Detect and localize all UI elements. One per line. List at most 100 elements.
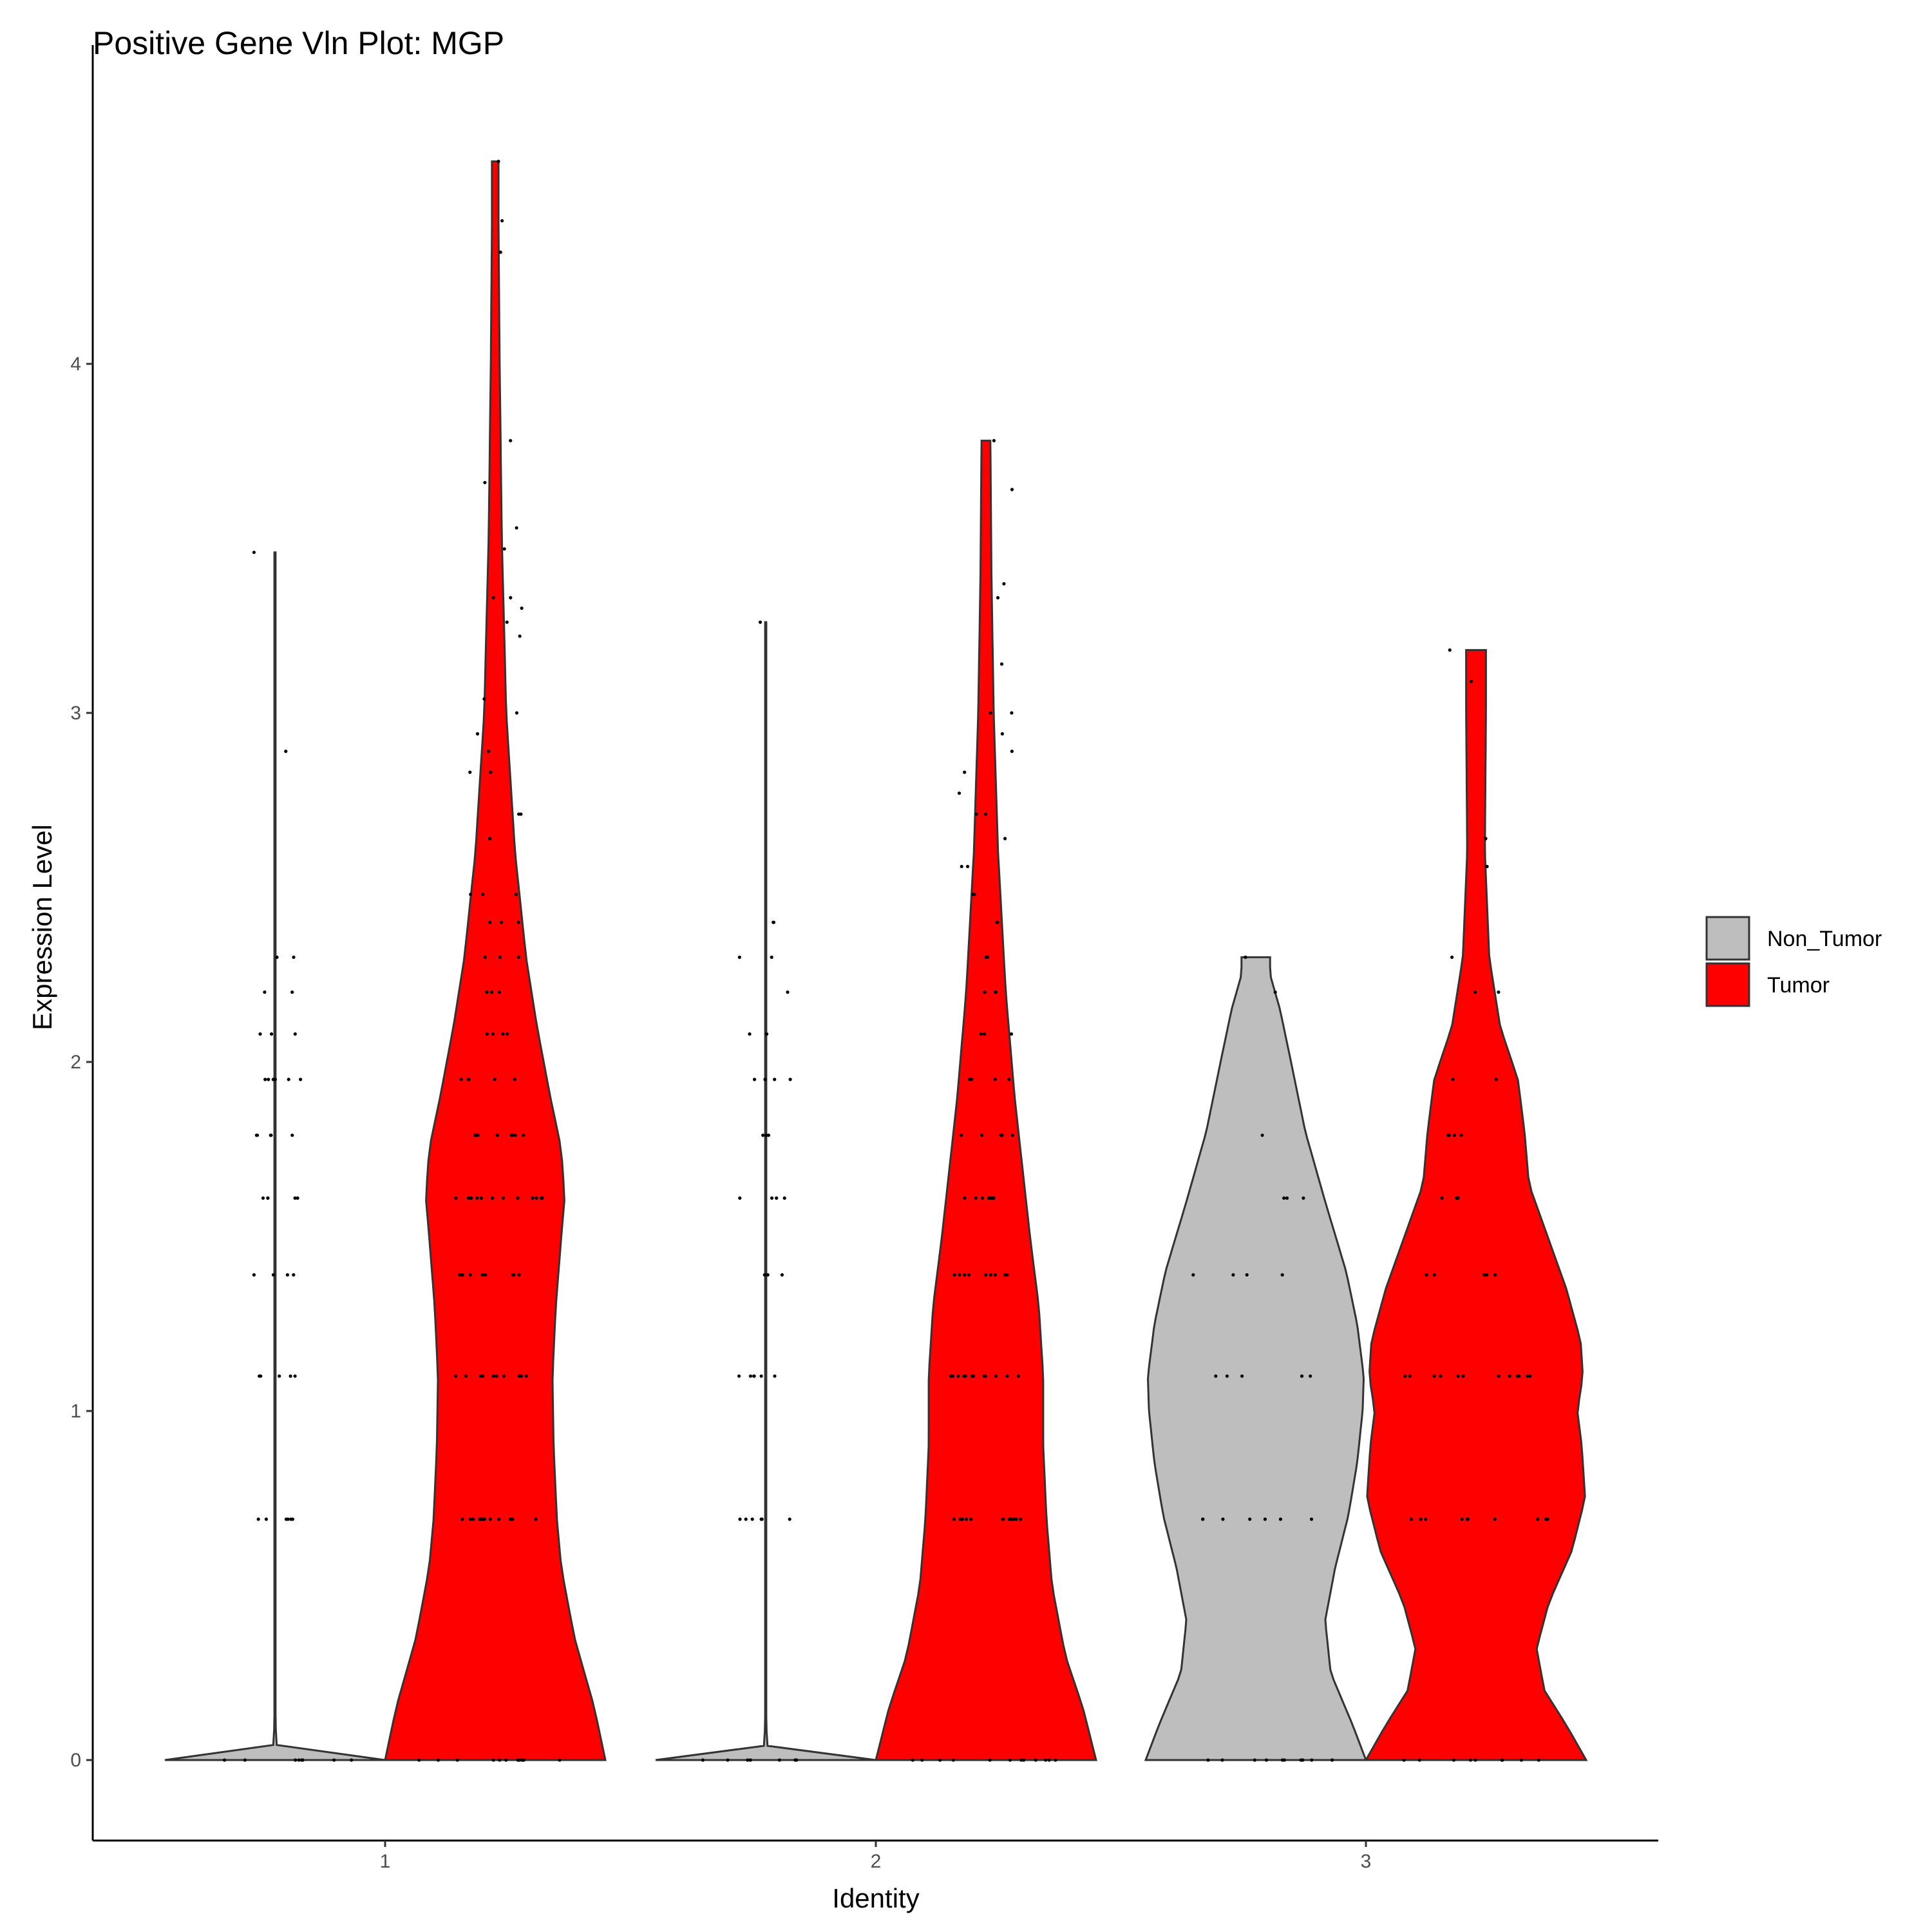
jitter-point xyxy=(292,955,296,959)
jitter-point xyxy=(1007,1077,1011,1081)
jitter-point xyxy=(502,1374,506,1378)
jitter-point xyxy=(786,990,790,994)
jitter-point xyxy=(491,596,495,600)
jitter-point xyxy=(1473,990,1477,994)
jitter-point xyxy=(473,1133,477,1137)
jitter-point xyxy=(479,1196,483,1200)
jitter-point xyxy=(761,1133,765,1137)
jitter-point xyxy=(1451,1077,1455,1081)
jitter-point xyxy=(299,1077,303,1081)
jitter-point xyxy=(511,1273,515,1277)
jitter-point xyxy=(484,1273,488,1277)
jitter-point xyxy=(293,1032,297,1036)
violin-tumor-3 xyxy=(1364,649,1588,1761)
jitter-point xyxy=(966,864,970,869)
jitter-point xyxy=(963,1196,967,1200)
jitter-point xyxy=(958,1273,961,1277)
jitter-point xyxy=(1473,1758,1477,1762)
jitter-point xyxy=(752,1374,756,1378)
jitter-point xyxy=(270,1032,274,1036)
jitter-point xyxy=(290,1133,294,1137)
jitter-point xyxy=(252,1273,256,1277)
jitter-point xyxy=(938,1758,942,1762)
jitter-point xyxy=(765,1032,769,1036)
jitter-point xyxy=(497,990,502,994)
jitter-point xyxy=(994,990,998,994)
jitter-point xyxy=(974,1196,978,1200)
jitter-point xyxy=(480,1273,484,1277)
jitter-point xyxy=(996,920,999,924)
x-axis-title: Identity xyxy=(832,1883,919,1913)
violin-non_tumor-3 xyxy=(1144,956,1368,1761)
jitter-point xyxy=(1285,1196,1289,1200)
jitter-point xyxy=(497,160,500,164)
jitter-point xyxy=(782,1196,786,1200)
jitter-point xyxy=(1494,1077,1498,1081)
jitter-point xyxy=(502,547,506,551)
jitter-point xyxy=(759,1374,763,1378)
jitter-point xyxy=(971,893,975,896)
jitter-point xyxy=(297,1758,301,1762)
jitter-point xyxy=(1012,1517,1016,1521)
jitter-point xyxy=(511,1517,515,1521)
jitter-point xyxy=(1310,1758,1314,1762)
jitter-point xyxy=(1191,1273,1195,1277)
jitter-point xyxy=(738,1517,742,1521)
jitter-point xyxy=(519,812,523,816)
jitter-point xyxy=(1001,1517,1005,1521)
jitter-point xyxy=(1047,1758,1051,1762)
violin-non_tumor-2 xyxy=(655,621,876,1761)
jitter-point xyxy=(1424,1517,1428,1521)
jitter-point xyxy=(517,1374,521,1378)
jitter-point xyxy=(417,1758,421,1762)
jitter-point xyxy=(468,1273,473,1277)
jitter-point xyxy=(963,1273,967,1277)
axes: 0 1 2 3 4 1 2 3 xyxy=(70,45,1658,1872)
jitter-point xyxy=(487,750,491,753)
y-tick-label: 1 xyxy=(70,1401,81,1422)
jitter-point xyxy=(1497,990,1501,994)
jitter-point xyxy=(491,1758,495,1762)
jitter-point xyxy=(1000,732,1004,736)
jitter-point xyxy=(455,1758,459,1762)
jitter-point xyxy=(1280,1273,1284,1277)
jitter-point xyxy=(788,1077,792,1081)
jitter-point xyxy=(1003,837,1007,840)
jitter-point xyxy=(1005,1374,1009,1378)
jitter-point xyxy=(777,1758,781,1762)
jitter-point xyxy=(1282,1196,1286,1200)
jitter-point xyxy=(748,1374,752,1378)
jitter-point xyxy=(1014,1517,1018,1521)
jitter-point xyxy=(1497,1374,1501,1378)
jitter-point xyxy=(989,1273,993,1277)
jitter-point xyxy=(516,1196,520,1200)
jitter-point xyxy=(1264,1758,1269,1762)
jitter-point xyxy=(1484,837,1488,840)
jitter-point xyxy=(535,1196,538,1200)
jitter-point xyxy=(256,1517,260,1521)
jitter-point xyxy=(485,1032,489,1036)
jitter-point xyxy=(726,1758,730,1762)
jitter-point xyxy=(1432,1273,1436,1277)
jitter-point xyxy=(963,1374,967,1378)
jitter-point xyxy=(468,770,472,774)
jitter-point xyxy=(780,1273,784,1277)
jitter-point xyxy=(1263,1517,1267,1521)
jitter-point xyxy=(558,1758,562,1762)
jitter-point xyxy=(539,1196,544,1200)
jitter-point xyxy=(534,1517,538,1521)
jitter-point xyxy=(980,1133,984,1137)
jitter-point xyxy=(285,1273,289,1277)
jitter-point xyxy=(269,1133,273,1137)
jitter-point xyxy=(960,864,963,869)
jitter-point xyxy=(299,1758,303,1762)
jitter-point xyxy=(289,1374,292,1378)
jitter-point xyxy=(1008,1758,1012,1762)
jitter-point xyxy=(701,1758,705,1762)
jitter-point xyxy=(1440,1196,1444,1200)
jitter-point xyxy=(513,1133,517,1137)
jitter-point xyxy=(989,711,992,715)
jitter-point xyxy=(491,1374,495,1378)
jitter-point xyxy=(1501,1758,1504,1762)
